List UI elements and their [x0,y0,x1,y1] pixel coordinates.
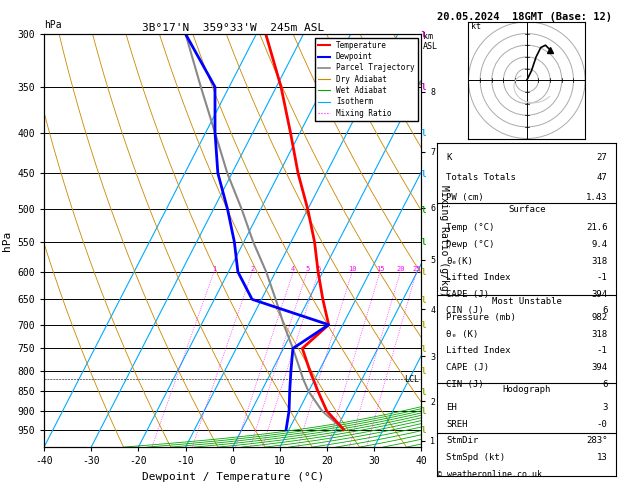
Text: StmSpd (kt): StmSpd (kt) [446,453,505,462]
Text: -1: -1 [597,273,608,282]
Text: CAPE (J): CAPE (J) [446,363,489,372]
Text: CIN (J): CIN (J) [446,380,484,389]
Text: 394: 394 [591,363,608,372]
Y-axis label: hPa: hPa [2,230,12,251]
Text: 25: 25 [412,266,421,272]
Text: Dewp (°C): Dewp (°C) [446,240,494,249]
Text: LCL: LCL [404,375,419,383]
Text: 318: 318 [591,330,608,339]
Text: ι: ι [419,364,426,377]
Text: 6: 6 [602,380,608,389]
Text: 9.4: 9.4 [591,240,608,249]
Text: K: K [446,154,452,162]
Text: ι: ι [419,265,426,278]
Text: Hodograph: Hodograph [503,385,551,394]
Text: ι: ι [419,236,426,248]
Text: ι: ι [419,385,426,398]
X-axis label: Dewpoint / Temperature (°C): Dewpoint / Temperature (°C) [142,472,324,482]
Text: 4: 4 [291,266,296,272]
Title: 3B°17'N  359°33'W  245m ASL: 3B°17'N 359°33'W 245m ASL [142,23,324,33]
Text: ι: ι [419,203,426,216]
Text: θₑ (K): θₑ (K) [446,330,479,339]
Text: Temp (°C): Temp (°C) [446,223,494,232]
Text: ι: ι [419,126,426,139]
Text: 1.43: 1.43 [586,193,608,202]
Text: -0: -0 [597,420,608,429]
Text: ι: ι [419,404,426,417]
Text: 21.6: 21.6 [586,223,608,232]
Text: Lifted Index: Lifted Index [446,273,511,282]
Text: Totals Totals: Totals Totals [446,174,516,182]
Text: θₑ(K): θₑ(K) [446,257,473,265]
Y-axis label: Mixing Ratio (g/kg): Mixing Ratio (g/kg) [439,185,449,296]
Text: 20: 20 [396,266,404,272]
Text: CAPE (J): CAPE (J) [446,290,489,299]
Text: ι: ι [419,28,426,40]
Text: 394: 394 [591,290,608,299]
Text: PW (cm): PW (cm) [446,193,484,202]
Text: 982: 982 [591,313,608,322]
Legend: Temperature, Dewpoint, Parcel Trajectory, Dry Adiabat, Wet Adiabat, Isotherm, Mi: Temperature, Dewpoint, Parcel Trajectory… [315,38,418,121]
Text: ι: ι [419,342,426,355]
Text: Most Unstable: Most Unstable [492,296,562,306]
Text: 318: 318 [591,257,608,265]
Text: SREH: SREH [446,420,467,429]
Text: Pressure (mb): Pressure (mb) [446,313,516,322]
Text: ι: ι [419,80,426,93]
Text: EH: EH [446,403,457,412]
Text: 1: 1 [212,266,216,272]
Text: 13: 13 [597,453,608,462]
Text: 20.05.2024  18GMT (Base: 12): 20.05.2024 18GMT (Base: 12) [437,12,612,22]
Text: CIN (J): CIN (J) [446,307,484,315]
Text: -1: -1 [597,347,608,355]
Text: 3: 3 [602,403,608,412]
Text: 2: 2 [250,266,254,272]
Text: © weatheronline.co.uk: © weatheronline.co.uk [437,469,542,479]
Text: km
ASL: km ASL [423,32,438,51]
Text: hPa: hPa [44,20,62,30]
Text: ι: ι [419,293,426,306]
Text: 283°: 283° [586,436,608,445]
Text: ι: ι [419,318,426,331]
Text: 15: 15 [376,266,384,272]
Text: StmDir: StmDir [446,436,479,445]
Text: 5: 5 [305,266,309,272]
Text: 27: 27 [597,154,608,162]
Text: Surface: Surface [508,205,545,214]
Text: 10: 10 [348,266,357,272]
Text: ι: ι [419,423,426,436]
Text: 6: 6 [316,266,321,272]
Text: Lifted Index: Lifted Index [446,347,511,355]
Text: kt: kt [470,22,481,31]
Text: 6: 6 [602,307,608,315]
Text: 47: 47 [597,174,608,182]
Text: ι: ι [419,167,426,180]
